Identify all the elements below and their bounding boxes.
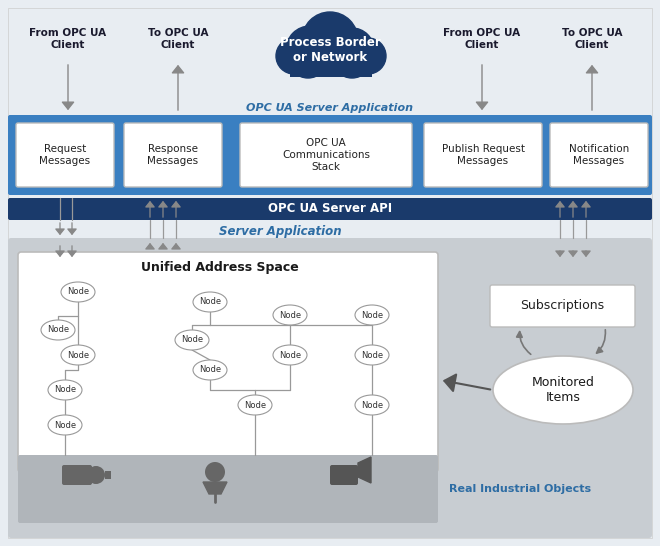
Text: Node: Node [199, 298, 221, 306]
Ellipse shape [273, 345, 307, 365]
Ellipse shape [355, 305, 389, 325]
Ellipse shape [87, 466, 105, 484]
Ellipse shape [175, 330, 209, 350]
Text: Monitored
Items: Monitored Items [531, 376, 595, 404]
Circle shape [332, 38, 372, 78]
Text: Node: Node [67, 351, 89, 359]
Ellipse shape [48, 415, 82, 435]
Ellipse shape [61, 282, 95, 302]
FancyBboxPatch shape [8, 238, 652, 538]
Text: To OPC UA
Client: To OPC UA Client [562, 28, 622, 50]
Ellipse shape [193, 292, 227, 312]
Bar [105, 471, 111, 479]
Text: Request
Messages: Request Messages [40, 144, 90, 166]
Text: Real Industrial Objects: Real Industrial Objects [449, 484, 591, 494]
Text: Process Border
or Network: Process Border or Network [280, 36, 380, 64]
Text: From OPC UA
Client: From OPC UA Client [444, 28, 521, 50]
FancyBboxPatch shape [424, 123, 542, 187]
Text: Node: Node [361, 311, 383, 319]
Polygon shape [358, 457, 371, 483]
Text: Node: Node [54, 385, 76, 395]
Bar [290, 52, 372, 77]
FancyBboxPatch shape [124, 123, 222, 187]
Text: Node: Node [199, 365, 221, 375]
Circle shape [276, 38, 312, 74]
Circle shape [288, 38, 328, 78]
Text: OPC UA
Communications
Stack: OPC UA Communications Stack [282, 138, 370, 171]
FancyBboxPatch shape [18, 252, 438, 472]
FancyBboxPatch shape [240, 123, 412, 187]
FancyBboxPatch shape [330, 465, 358, 485]
Text: To OPC UA
Client: To OPC UA Client [148, 28, 209, 50]
Text: Server Application: Server Application [218, 225, 341, 239]
Circle shape [350, 38, 386, 74]
Ellipse shape [355, 345, 389, 365]
Text: Node: Node [181, 335, 203, 345]
FancyBboxPatch shape [18, 455, 438, 523]
Text: From OPC UA
Client: From OPC UA Client [30, 28, 106, 50]
Text: Response
Messages: Response Messages [147, 144, 199, 166]
Ellipse shape [493, 356, 633, 424]
Text: Node: Node [47, 325, 69, 335]
Circle shape [302, 12, 358, 68]
Ellipse shape [41, 320, 75, 340]
FancyBboxPatch shape [550, 123, 648, 187]
Circle shape [286, 26, 334, 74]
Ellipse shape [48, 380, 82, 400]
Text: Unified Address Space: Unified Address Space [141, 260, 299, 274]
Ellipse shape [273, 305, 307, 325]
Circle shape [330, 28, 374, 72]
FancyBboxPatch shape [8, 115, 652, 195]
Text: OPC UA Server API: OPC UA Server API [268, 203, 392, 216]
Ellipse shape [355, 395, 389, 415]
Text: Publish Request
Messages: Publish Request Messages [442, 144, 525, 166]
FancyBboxPatch shape [8, 198, 652, 220]
Text: Node: Node [279, 351, 301, 359]
Ellipse shape [193, 360, 227, 380]
Text: Node: Node [244, 401, 266, 410]
FancyBboxPatch shape [16, 123, 114, 187]
Ellipse shape [61, 345, 95, 365]
FancyBboxPatch shape [62, 465, 92, 485]
Text: Node: Node [361, 351, 383, 359]
Circle shape [205, 462, 225, 482]
Text: OPC UA Server Application: OPC UA Server Application [246, 103, 414, 113]
Text: Subscriptions: Subscriptions [521, 300, 605, 312]
Text: Node: Node [279, 311, 301, 319]
Text: Node: Node [54, 420, 76, 430]
Text: Notification
Messages: Notification Messages [569, 144, 629, 166]
Text: Node: Node [67, 288, 89, 296]
Ellipse shape [238, 395, 272, 415]
FancyBboxPatch shape [490, 285, 635, 327]
Polygon shape [203, 482, 227, 494]
Text: Node: Node [361, 401, 383, 410]
